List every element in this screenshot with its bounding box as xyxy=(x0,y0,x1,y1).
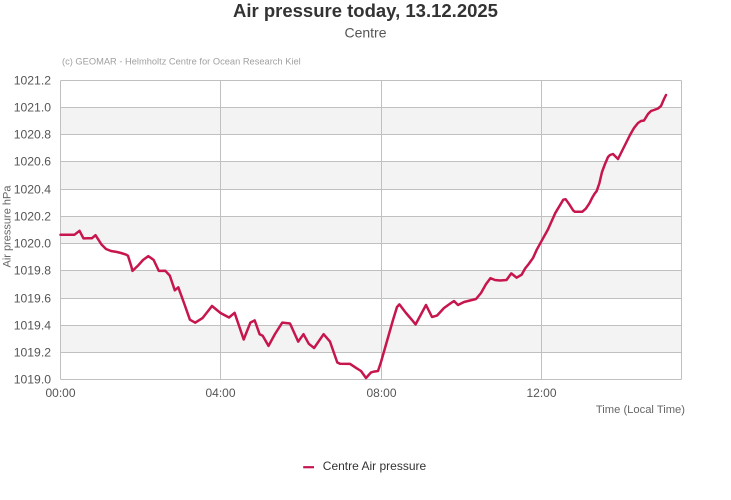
svg-text:Air pressure today, 13.12.2025: Air pressure today, 13.12.2025 xyxy=(233,0,498,21)
svg-text:1021.2: 1021.2 xyxy=(14,74,51,88)
svg-text:(c) GEOMAR - Helmholtz Centre: (c) GEOMAR - Helmholtz Centre for Ocean … xyxy=(62,57,301,67)
svg-text:Air pressure hPa: Air pressure hPa xyxy=(2,185,14,268)
svg-text:1019.6: 1019.6 xyxy=(14,292,51,306)
svg-text:1019.2: 1019.2 xyxy=(14,346,51,360)
svg-text:1020.0: 1020.0 xyxy=(14,237,51,251)
svg-text:1019.0: 1019.0 xyxy=(14,373,51,387)
svg-text:00:00: 00:00 xyxy=(45,386,75,400)
svg-text:1020.4: 1020.4 xyxy=(14,183,51,197)
svg-text:04:00: 04:00 xyxy=(205,386,235,400)
svg-text:1020.8: 1020.8 xyxy=(14,128,51,142)
svg-text:1019.8: 1019.8 xyxy=(14,264,51,278)
svg-text:1020.6: 1020.6 xyxy=(14,155,51,169)
svg-text:1021.0: 1021.0 xyxy=(14,101,51,115)
svg-text:08:00: 08:00 xyxy=(366,386,396,400)
svg-text:12:00: 12:00 xyxy=(526,386,556,400)
svg-text:Time (Local Time): Time (Local Time) xyxy=(596,404,685,416)
svg-text:1020.2: 1020.2 xyxy=(14,210,51,224)
svg-text:1019.4: 1019.4 xyxy=(14,319,51,333)
svg-text:Centre Air pressure: Centre Air pressure xyxy=(323,459,427,473)
svg-text:Centre: Centre xyxy=(344,25,386,41)
